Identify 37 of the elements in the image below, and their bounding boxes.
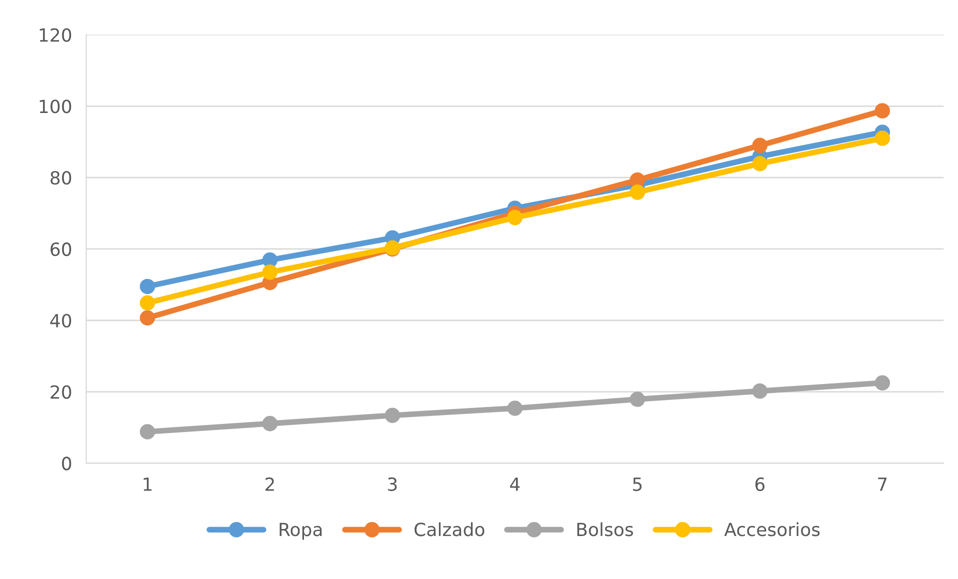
point: [507, 210, 523, 226]
point: [140, 278, 156, 294]
point: [874, 130, 890, 146]
y-tick-label: 60: [50, 242, 72, 256]
point: [752, 156, 768, 172]
x-tick-label: 7: [878, 478, 887, 491]
point: [630, 172, 646, 188]
legend-label: Calzado: [414, 522, 484, 536]
point: [630, 392, 646, 407]
y-tick-label: 100: [40, 100, 72, 114]
x-tick-label: 2: [266, 477, 274, 491]
point: [874, 103, 890, 118]
x-tick-label: 1: [144, 478, 152, 491]
point: [140, 310, 156, 326]
point: [507, 400, 523, 416]
point: [262, 252, 278, 268]
y-tick-label: 120: [40, 28, 72, 42]
x-tick-label: 6: [755, 477, 765, 492]
point: [752, 138, 768, 154]
y-tick-label: 40: [50, 314, 72, 328]
y-tick-label: 20: [50, 385, 72, 399]
point: [262, 416, 278, 432]
x-tick-label: 4: [510, 478, 520, 491]
point: [140, 424, 156, 440]
x-tick-label: 3: [388, 477, 397, 492]
legend-label: Ropa: [280, 522, 322, 540]
point: [874, 375, 890, 391]
legend-label: Bolsos: [577, 522, 633, 536]
point: [630, 184, 646, 200]
legend-label: Accesorios: [724, 522, 820, 536]
point: [752, 383, 768, 399]
y-tick-label: 80: [50, 171, 72, 185]
point: [262, 264, 278, 280]
x-tick-label: 5: [633, 478, 642, 492]
point: [384, 408, 400, 423]
point: [140, 295, 156, 311]
y-tick-label: 0: [62, 456, 72, 470]
